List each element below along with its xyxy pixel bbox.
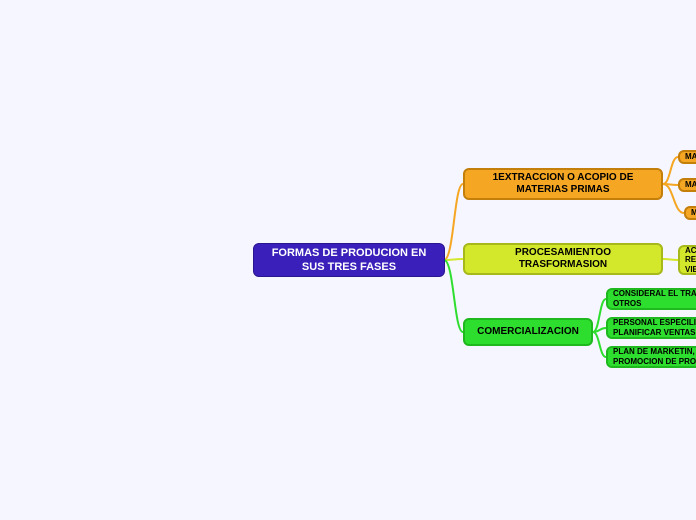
leaf-label: MAT	[685, 152, 696, 162]
leaf-node-comercializacion-1[interactable]: PERSONAL ESPECILIZ PLANIFICAR VENTAS.	[606, 317, 696, 339]
leaf-node-extraccion-2[interactable]: MA	[684, 206, 696, 220]
leaf-label: CONSIDERAL EL TRAN OTROS	[613, 289, 696, 308]
leaf-label: MA	[691, 208, 696, 218]
branch-label: COMERCIALIZACION	[477, 326, 579, 338]
branch-label: 1EXTRACCION O ACOPIO DE MATERIAS PRIMAS	[473, 172, 653, 196]
leaf-label: PERSONAL ESPECILIZ PLANIFICAR VENTAS.	[613, 318, 696, 337]
branch-node-procesamiento[interactable]: PROCESAMIENTOO TRASFORMASION	[463, 243, 663, 275]
leaf-node-procesamiento-0[interactable]: ACT REC VIEN	[678, 245, 696, 275]
leaf-node-comercializacion-2[interactable]: PLAN DE MARKETIN, AN PROMOCION DE PRODU	[606, 346, 696, 368]
leaf-node-extraccion-1[interactable]: MAT	[678, 178, 696, 192]
leaf-label: PLAN DE MARKETIN, AN PROMOCION DE PRODU	[613, 347, 696, 366]
root-label: FORMAS DE PRODUCION EN SUS TRES FASES	[262, 246, 436, 275]
branch-label: PROCESAMIENTOO TRASFORMASION	[473, 247, 653, 271]
leaf-label: MAT	[685, 180, 696, 190]
branch-node-extraccion[interactable]: 1EXTRACCION O ACOPIO DE MATERIAS PRIMAS	[463, 168, 663, 200]
leaf-label: ACT REC VIEN	[685, 246, 696, 275]
root-node[interactable]: FORMAS DE PRODUCION EN SUS TRES FASES	[253, 243, 445, 277]
leaf-node-comercializacion-0[interactable]: CONSIDERAL EL TRAN OTROS	[606, 288, 696, 310]
branch-node-comercializacion[interactable]: COMERCIALIZACION	[463, 318, 593, 346]
leaf-node-extraccion-0[interactable]: MAT	[678, 150, 696, 164]
